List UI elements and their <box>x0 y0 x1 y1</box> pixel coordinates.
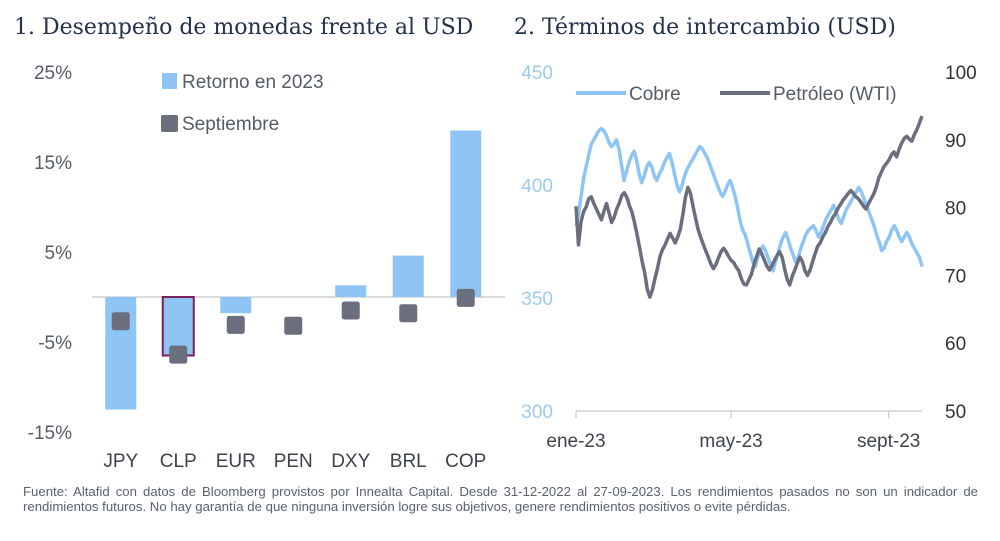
chart1-legend: Retorno en 2023 Septiembre <box>161 72 324 135</box>
chart1-y-axis: 25% 15% 5% -5% -15% <box>28 63 72 444</box>
right-tick-label: 50 <box>945 402 966 423</box>
chart1-x-axis: JPY CLP EUR PEN DXY BRL COP <box>103 451 486 472</box>
bar-eur <box>220 297 252 314</box>
chart2-right-axis: 50 60 70 80 90 100 <box>945 63 977 423</box>
x-tick-label: ene-23 <box>546 431 605 452</box>
x-tick-jpy: JPY <box>103 451 138 472</box>
chart2-title: 2. Términos de intercambio (USD) <box>514 15 896 40</box>
bar-brl <box>392 255 424 297</box>
x-tick-label: may-23 <box>699 431 762 452</box>
series-line-cobre <box>574 126 924 273</box>
legend-label-septiembre: Septiembre <box>182 114 279 135</box>
right-tick-label: 90 <box>945 131 966 152</box>
chart2-left-axis: 300 350 400 450 <box>521 63 553 423</box>
chart1-bars <box>105 130 482 410</box>
legend-label-cobre: Cobre <box>629 84 681 105</box>
marker-brl <box>399 304 418 323</box>
y-tick-label: 15% <box>34 153 72 174</box>
bar-cop <box>450 130 482 297</box>
marker-jpy <box>111 312 130 331</box>
legend-label-retorno: Retorno en 2023 <box>182 72 324 93</box>
x-tick-brl: BRL <box>390 451 427 472</box>
left-tick-label: 450 <box>521 63 553 84</box>
x-tick-eur: EUR <box>216 451 256 472</box>
x-tick-clp: CLP <box>160 451 197 472</box>
y-tick-label: 25% <box>34 63 72 84</box>
chart2-x-axis: ene-23 may-23 sept-23 <box>546 411 920 452</box>
bar-dxy <box>335 285 367 297</box>
chart2-legend: Cobre Petróleo (WTI) <box>576 84 897 105</box>
legend-swatch-retorno <box>162 73 177 89</box>
marker-eur <box>226 315 245 334</box>
right-tick-label: 60 <box>945 334 966 355</box>
x-tick-pen: PEN <box>274 451 313 472</box>
legend-label-petroleo: Petróleo (WTI) <box>773 84 897 105</box>
left-tick-label: 400 <box>521 176 553 197</box>
right-tick-label: 70 <box>945 266 966 287</box>
source-footnote: Fuente: Altafid con datos de Bloomberg p… <box>23 484 978 514</box>
x-tick-dxy: DXY <box>331 451 370 472</box>
left-tick-label: 350 <box>521 289 553 310</box>
marker-clp <box>169 345 188 364</box>
right-tick-label: 100 <box>945 63 977 84</box>
chart1-title: 1. Desempeño de monedas frente al USD <box>14 15 473 40</box>
x-tick-label: sept-23 <box>857 431 920 452</box>
marker-cop <box>456 288 475 307</box>
marker-pen <box>284 316 303 335</box>
y-tick-label: 5% <box>45 243 73 264</box>
series-line-petroleo <box>574 115 924 299</box>
legend-swatch-septiembre <box>161 115 178 132</box>
x-tick-cop: COP <box>445 451 486 472</box>
y-tick-label: -5% <box>38 333 72 354</box>
right-tick-label: 80 <box>945 199 966 220</box>
left-tick-label: 300 <box>521 402 553 423</box>
y-tick-label: -15% <box>28 423 72 444</box>
chart1-markers <box>111 288 475 364</box>
marker-dxy <box>341 301 360 320</box>
